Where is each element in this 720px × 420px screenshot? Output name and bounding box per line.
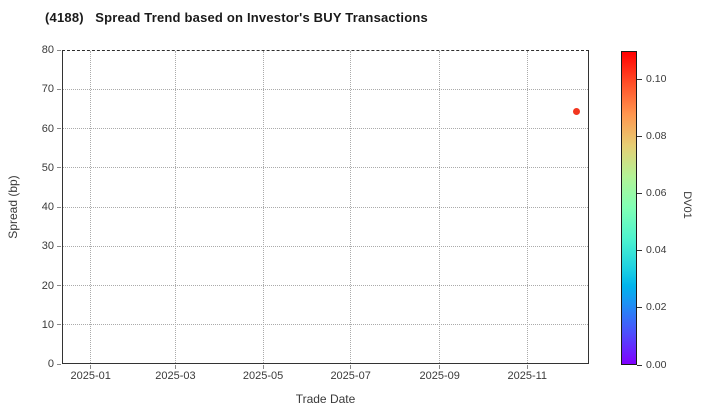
gridline-vertical [350,51,352,363]
x-tick-mark [262,365,264,369]
y-tick-mark [57,363,61,365]
colorbar-tick-mark [637,364,642,366]
gridline-horizontal [63,88,588,90]
colorbar-tick-mark [637,250,642,252]
y-tick-mark [57,128,61,129]
y-tick-mark [57,88,61,90]
y-tick-mark [57,245,61,247]
x-tick-mark [350,365,352,369]
colorbar-tick-label: 0.08 [646,130,667,143]
gridline-vertical [90,51,92,363]
y-tick-label: 0 [47,358,54,370]
x-tick-label: 2025-01 [70,370,111,382]
chart-title: (4188) Spread Trend based on Investor's … [45,10,428,25]
colorbar-tick-label: 0.02 [646,301,667,314]
x-axis-label: Trade Date [295,392,356,406]
y-tick-label: 80 [41,44,54,56]
gridline-vertical [526,51,528,363]
x-tick-mark [526,365,528,369]
gridline-horizontal [63,285,588,286]
gridline-vertical [262,51,264,363]
gridline-horizontal [63,128,588,129]
gridline-horizontal [63,324,588,326]
y-tick-label: 70 [41,83,54,96]
y-tick-label: 30 [41,240,54,253]
colorbar-tick-label: 0.06 [646,187,667,200]
colorbar-tick-mark [637,307,642,309]
colorbar-tick-label: 0.10 [646,73,667,86]
x-tick-label: 2025-05 [242,370,284,382]
y-tick-label: 50 [41,161,54,174]
x-tick-label: 2025-11 [507,370,548,382]
gridline-horizontal [63,167,588,169]
x-tick-label: 2025-03 [155,370,196,382]
x-tick-mark [90,365,92,369]
y-tick-mark [57,167,61,169]
y-tick-label: 10 [41,318,54,331]
y-tick-label: 60 [41,122,54,135]
y-tick-label: 40 [41,201,54,213]
y-tick-mark [57,324,61,326]
y-tick-mark [57,49,61,51]
colorbar-label: DV01 [681,191,693,219]
y-tick-mark [57,285,61,286]
gridline-vertical [439,51,441,363]
x-tick-label: 2025-09 [419,370,460,382]
y-tick-label: 20 [41,279,54,292]
gridline-horizontal [63,245,588,247]
colorbar-tick-mark [637,193,642,195]
colorbar-tick-label: 0.00 [646,358,667,371]
colorbar-tick-label: 0.04 [646,244,667,257]
data-point [572,108,580,116]
x-tick-mark [439,365,441,369]
colorbar-gradient [621,51,637,365]
colorbar-tick-mark [637,136,642,138]
x-tick-label: 2025-07 [330,370,371,382]
x-tick-mark [174,365,176,369]
gridline-horizontal [63,206,588,208]
y-tick-mark [57,206,61,208]
colorbar-tick-mark [637,79,642,81]
gridline-vertical [174,51,176,363]
